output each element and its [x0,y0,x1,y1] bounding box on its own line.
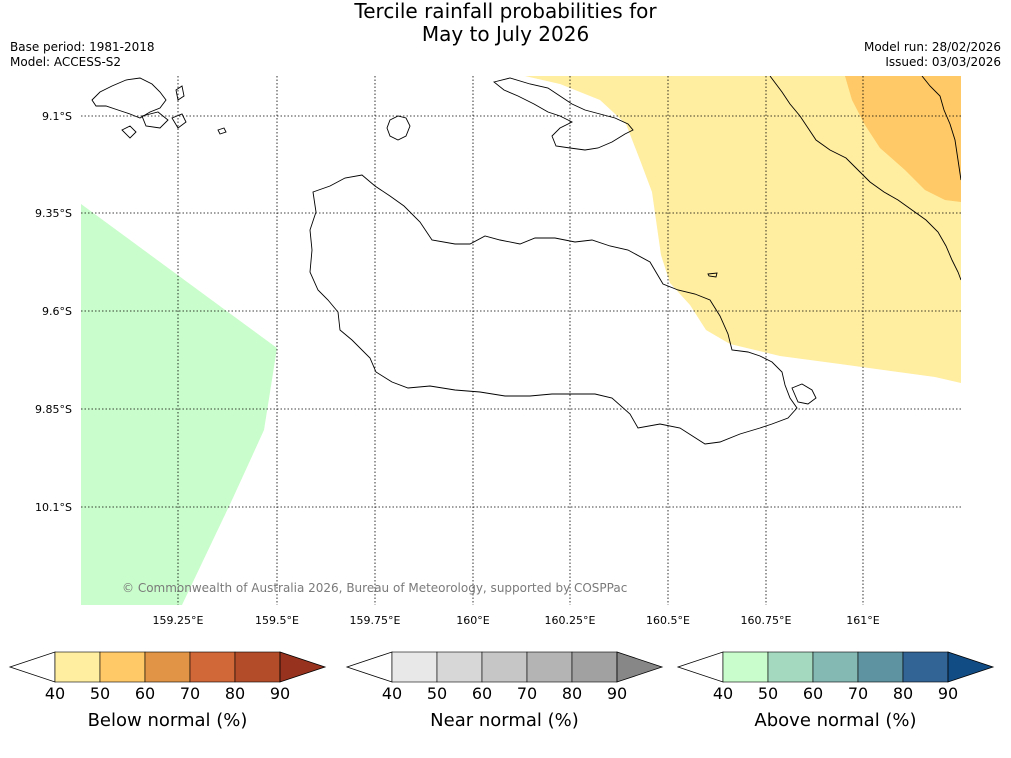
lon-tick: 161°E [846,614,879,627]
colorbars: 40 50 60 70 80 90 Below normal (%) 40 50 60 70 80 90… [8,651,995,731]
colorbar-segment [812,651,859,683]
colorbar-under-triangle [8,651,56,683]
colorbar-tick-label: 80 [893,684,913,703]
colorbar-segment [571,651,618,683]
lon-tick: 159.25°E [153,614,204,627]
copyright-notice: © Commonwealth of Australia 2026, Bureau… [122,581,627,595]
colorbar-segment [722,651,769,683]
east-islet-coastline [791,383,817,405]
colorbar-over-triangle [279,651,327,683]
colorbar-under-triangle [345,651,393,683]
below-normal-60-region [845,76,961,202]
longitude-ticks: 159.25°E 159.5°E 159.75°E 160°E 160.25°E… [153,614,880,627]
colorbar-tick-label: 50 [427,684,447,703]
main-island-coastline [309,174,798,445]
title-line-1: Tercile rainfall probabilities for [354,0,657,23]
colorbar-tick-label: 40 [382,684,402,703]
gridlines [81,76,961,605]
colorbar-tick-label: 80 [562,684,582,703]
lon-tick: 160°E [456,614,489,627]
colorbar-tick-label: 50 [758,684,778,703]
colorbar-segment [391,651,438,683]
colorbar-over-triangle [947,651,995,683]
northeast-coast-north [921,76,961,181]
colorbar-label: Below normal (%) [88,710,248,731]
meta-left: Base period: 1981-2018 Model: ACCESS-S2 [10,40,155,70]
lon-tick: 160.5°E [646,614,690,627]
colorbar-tick-label: 70 [848,684,868,703]
colorbar-tick-label: 40 [45,684,65,703]
northwest-islet-5 [175,85,185,101]
colorbar-tick-label: 70 [517,684,537,703]
colorbar-segment [481,651,528,683]
coastlines [91,76,961,445]
colorbar-1: 40 50 60 70 80 90 Below normal (%) [8,651,327,731]
colorbar-tick-label: 60 [135,684,155,703]
colorbar-segment [436,651,483,683]
colorbar-segment [189,651,236,683]
colorbar-tick-label: 60 [803,684,823,703]
issued-date: Issued: 03/03/2026 [885,55,1001,69]
colorbar-label: Near normal (%) [430,710,579,731]
below-normal-50-region [525,76,961,383]
northwest-islet-4 [217,127,227,135]
model-name: Model: ACCESS-S2 [10,55,122,69]
lon-tick: 159.5°E [255,614,299,627]
latitude-ticks: 9.1°S 9.35°S 9.6°S 9.85°S 10.1°S [35,110,72,514]
colorbar-tick-label: 50 [90,684,110,703]
colorbar-segment [54,651,101,683]
colorbar-tick-label: 90 [607,684,627,703]
colorbar-3: 40 50 60 70 80 90 Above normal (%) [676,651,995,731]
northeast-coast-coastline [769,76,961,281]
lat-tick: 9.6°S [42,305,72,318]
round-island-coastline [386,115,411,141]
model-run: Model run: 28/02/2026 [863,40,1001,54]
northwest-islet-1 [121,125,137,139]
colorbar-tick-label: 40 [713,684,733,703]
colorbar-segment [99,651,146,683]
colorbar-segment [902,651,949,683]
colorbar-segment [767,651,814,683]
meta-right: Model run: 28/02/2026 Issued: 03/03/2026 [864,40,1001,70]
lon-tick: 160.25°E [545,614,596,627]
northwest-islands-coastline [91,77,167,119]
colorbar-over-triangle [616,651,664,683]
lat-tick: 9.1°S [42,110,72,123]
base-period: Base period: 1981-2018 [10,40,155,54]
lat-tick: 9.85°S [35,403,72,416]
colorbar-segment [234,651,281,683]
colorbar-label: Above normal (%) [754,710,916,731]
colorbar-under-triangle [676,651,724,683]
colorbar-tick-label: 70 [180,684,200,703]
colorbar-tick-label: 60 [472,684,492,703]
lon-tick: 160.75°E [741,614,792,627]
map-area: © Commonwealth of Australia 2026, Bureau… [81,76,961,605]
lat-tick: 10.1°S [35,501,72,514]
colorbar-tick-label: 80 [225,684,245,703]
title-line-2: May to July 2026 [421,22,590,46]
colorbar-tick-label: 90 [938,684,958,703]
colorbar-segment [144,651,191,683]
above-normal-50-region [81,204,277,605]
lat-tick: 9.35°S [35,207,72,220]
colorbar-2: 40 50 60 70 80 90 Near normal (%) [345,651,664,731]
lon-tick: 159.75°E [350,614,401,627]
colorbar-segment [857,651,904,683]
northwest-islet-2 [141,111,169,129]
north-coast-coastline [493,77,634,151]
small-islet-east [707,272,718,278]
colorbar-tick-label: 90 [270,684,290,703]
colorbar-segment [526,651,573,683]
northwest-islet-3 [171,113,187,129]
